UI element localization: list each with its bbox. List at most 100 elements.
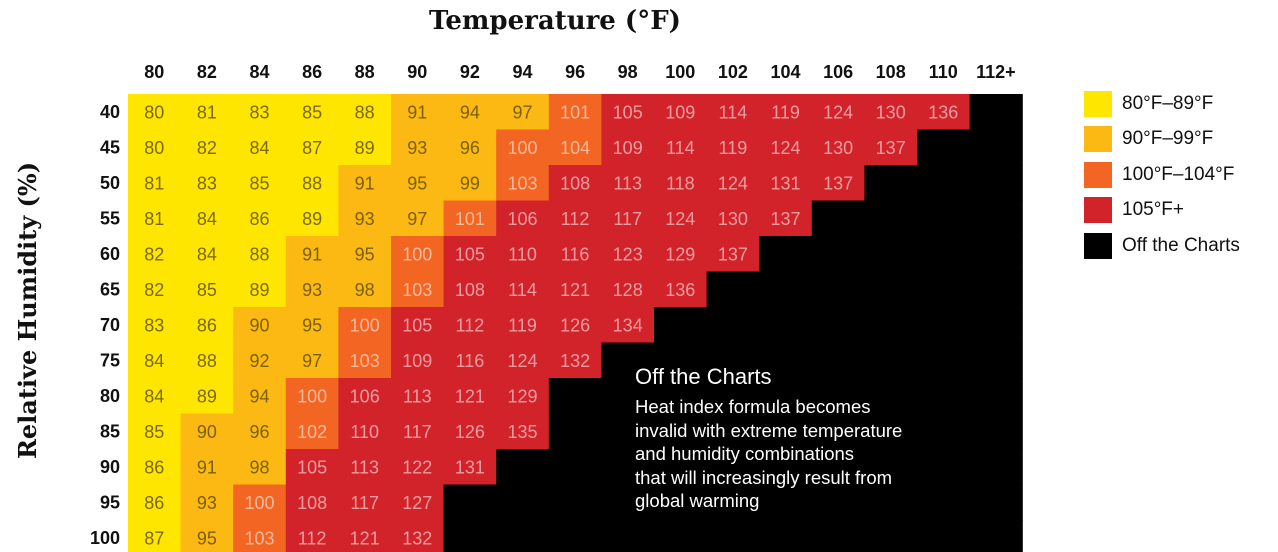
cell-value-label: 100 — [350, 315, 380, 335]
heatmap-cell-off-chart — [759, 484, 813, 521]
cell-value-label: 101 — [455, 209, 485, 229]
heatmap-cell — [285, 236, 339, 273]
heatmap-cell — [180, 378, 234, 415]
heatmap-cell-off-chart — [969, 520, 1023, 552]
cell-value-label: 95 — [355, 244, 375, 264]
heatmap-cell — [917, 94, 971, 131]
heatmap-cell — [496, 413, 550, 450]
heatmap-cell-off-chart — [601, 520, 655, 552]
heatmap-cell — [338, 449, 392, 486]
heatmap-cell — [338, 165, 392, 202]
cell-value-label: 88 — [249, 244, 269, 264]
x-tick-label: 104 — [770, 62, 800, 82]
heatmap-cell-off-chart — [706, 413, 760, 450]
heatmap-cell — [285, 307, 339, 344]
heatmap-cell — [391, 236, 445, 273]
heatmap-cell — [128, 378, 182, 415]
cell-value-label: 127 — [402, 493, 432, 513]
cell-value-label: 106 — [507, 209, 537, 229]
legend-label: 80°F–89°F — [1122, 92, 1214, 114]
cell-value-label: 91 — [355, 173, 375, 193]
cell-value-label: 89 — [355, 138, 375, 158]
cell-value-label: 114 — [666, 138, 695, 158]
heatmap-cell — [233, 94, 287, 131]
cell-value-label: 137 — [718, 244, 748, 264]
heatmap-cell-off-chart — [917, 449, 971, 486]
heatmap-cell — [601, 94, 655, 131]
heatmap-cell-off-chart — [654, 484, 708, 521]
heatmap-cell — [496, 342, 550, 379]
heatmap-cell-off-chart — [917, 342, 971, 379]
heatmap-cell-off-chart — [443, 520, 497, 552]
cell-value-label: 117 — [350, 493, 379, 513]
heatmap-cell — [338, 94, 392, 131]
cell-value-label: 87 — [144, 528, 164, 548]
cell-value-label: 105 — [402, 315, 432, 335]
heatmap-cell-off-chart — [548, 378, 602, 415]
cell-value-label: 98 — [249, 457, 269, 477]
heatmap-cell — [338, 378, 392, 415]
heatmap-cell — [128, 484, 182, 521]
heatmap-cell — [233, 271, 287, 308]
heatmap-cell — [180, 449, 234, 486]
cell-value-label: 100 — [297, 386, 327, 406]
heatmap-cell — [128, 342, 182, 379]
cell-value-label: 119 — [771, 102, 800, 122]
heatmap-cell — [548, 165, 602, 202]
heatmap-cell-off-chart — [601, 378, 655, 415]
cell-value-label: 100 — [244, 493, 274, 513]
heatmap-cell-off-chart — [654, 449, 708, 486]
legend-item-off-the-charts: Off the Charts — [1084, 230, 1240, 261]
heatmap-cell — [391, 342, 445, 379]
heatmap-cell-off-chart — [443, 484, 497, 521]
heatmap-cell — [233, 236, 287, 273]
cell-value-label: 105 — [455, 244, 485, 264]
x-tick-label: 110 — [929, 62, 958, 82]
cell-value-label: 84 — [144, 351, 164, 371]
cell-value-label: 129 — [665, 244, 695, 264]
x-tick-label: 86 — [302, 62, 322, 82]
heatmap-cell — [759, 200, 813, 237]
heatmap-cell-off-chart — [864, 307, 918, 344]
heatmap-cell-off-chart — [969, 378, 1023, 415]
x-tick-label: 108 — [876, 62, 906, 82]
y-tick-label: 65 — [100, 279, 120, 299]
heatmap-cell — [233, 413, 287, 450]
cell-value-label: 94 — [460, 102, 480, 122]
cell-value-label: 124 — [823, 102, 853, 122]
heatmap-cell-off-chart — [706, 449, 760, 486]
heatmap-cell-off-chart — [917, 520, 971, 552]
heatmap-cell — [285, 165, 339, 202]
heatmap-cell — [443, 378, 497, 415]
cell-value-label: 84 — [144, 386, 164, 406]
heatmap-cell — [233, 129, 287, 166]
heatmap-cell — [496, 378, 550, 415]
heatmap-cell — [443, 271, 497, 308]
cell-value-label: 88 — [197, 351, 217, 371]
cell-value-label: 124 — [770, 138, 800, 158]
cell-value-label: 103 — [507, 173, 537, 193]
heatmap-cell — [128, 307, 182, 344]
y-tick-label: 40 — [100, 102, 120, 122]
cell-value-label: 136 — [665, 280, 695, 300]
heatmap-cell-off-chart — [864, 236, 918, 273]
heatmap-cell — [391, 307, 445, 344]
heatmap-cell-off-chart — [654, 413, 708, 450]
heatmap-cell-off-chart — [917, 307, 971, 344]
x-tick-label: 112+ — [976, 62, 1016, 82]
heatmap-cell — [391, 94, 445, 131]
legend-swatch — [1084, 197, 1112, 223]
heatmap-cell-off-chart — [811, 484, 865, 521]
heatmap-cell — [128, 165, 182, 202]
cell-value-label: 119 — [719, 138, 748, 158]
heatmap-cell — [285, 342, 339, 379]
cell-value-label: 94 — [249, 386, 269, 406]
cell-value-label: 117 — [403, 422, 432, 442]
heatmap-cell-off-chart — [864, 449, 918, 486]
cell-value-label: 97 — [302, 351, 322, 371]
heatmap-cell — [864, 129, 918, 166]
heatmap-cell — [706, 236, 760, 273]
heatmap-cell — [128, 449, 182, 486]
y-tick-label: 50 — [100, 173, 120, 193]
heatmap-cell — [706, 94, 760, 131]
